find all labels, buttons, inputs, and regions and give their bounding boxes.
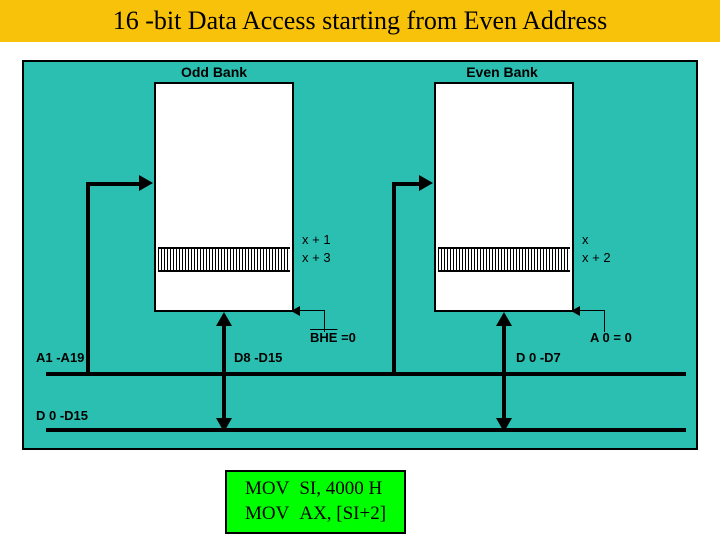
main-data-bus bbox=[46, 428, 686, 432]
bhe-pointer-h bbox=[297, 310, 325, 311]
bhe-text: BHE bbox=[310, 330, 337, 345]
a0-pointer-v bbox=[604, 310, 605, 332]
odd-data-label: D8 -D15 bbox=[234, 350, 282, 365]
even-data-line bbox=[502, 322, 506, 422]
a0-label: A 0 = 0 bbox=[590, 330, 632, 345]
addr-bus-line-h bbox=[46, 372, 686, 376]
bhe-pointer-v bbox=[324, 310, 325, 332]
even-addr-1: x bbox=[582, 232, 589, 247]
code-operands: SI, 4000 H bbox=[295, 478, 390, 501]
odd-addr-1: x + 1 bbox=[302, 232, 331, 247]
assembly-code: MOV SI, 4000 H MOV AX, [SI+2] bbox=[225, 470, 406, 534]
a0-pointer-h bbox=[577, 310, 605, 311]
bhe-label: BHE =0 bbox=[310, 330, 356, 345]
odd-addr-2: x + 3 bbox=[302, 250, 331, 265]
odd-data-line bbox=[222, 322, 226, 422]
addr-to-odd bbox=[86, 182, 90, 376]
code-row: MOV SI, 4000 H bbox=[241, 478, 390, 501]
addr-to-odd-h bbox=[86, 182, 144, 186]
main-data-label: D 0 -D15 bbox=[36, 408, 88, 423]
even-bank-label: Even Bank bbox=[442, 64, 562, 80]
bhe-value: =0 bbox=[337, 330, 355, 345]
addr-bus-label: A1 -A19 bbox=[36, 350, 84, 365]
memory-bank-diagram: Odd Bank x + 1 x + 3 Even Bank x x + 2 A… bbox=[22, 60, 698, 450]
code-mnemonic: MOV bbox=[241, 503, 293, 526]
code-table: MOV SI, 4000 H MOV AX, [SI+2] bbox=[239, 476, 392, 528]
odd-bank bbox=[154, 82, 294, 312]
code-row: MOV AX, [SI+2] bbox=[241, 503, 390, 526]
addr-odd-arrow bbox=[139, 175, 153, 191]
even-data-label: D 0 -D7 bbox=[516, 350, 561, 365]
addr-even-arrow bbox=[419, 175, 433, 191]
odd-bank-label: Odd Bank bbox=[154, 64, 274, 80]
code-operands: AX, [SI+2] bbox=[295, 503, 390, 526]
a0-arrow bbox=[571, 306, 580, 316]
even-addr-2: x + 2 bbox=[582, 250, 611, 265]
bhe-arrow bbox=[291, 306, 300, 316]
even-bank-access-region bbox=[438, 247, 570, 272]
code-mnemonic: MOV bbox=[241, 478, 293, 501]
slide-title: 16 -bit Data Access starting from Even A… bbox=[0, 0, 720, 42]
addr-to-even bbox=[392, 182, 396, 376]
odd-bank-access-region bbox=[158, 247, 290, 272]
even-bank bbox=[434, 82, 574, 312]
